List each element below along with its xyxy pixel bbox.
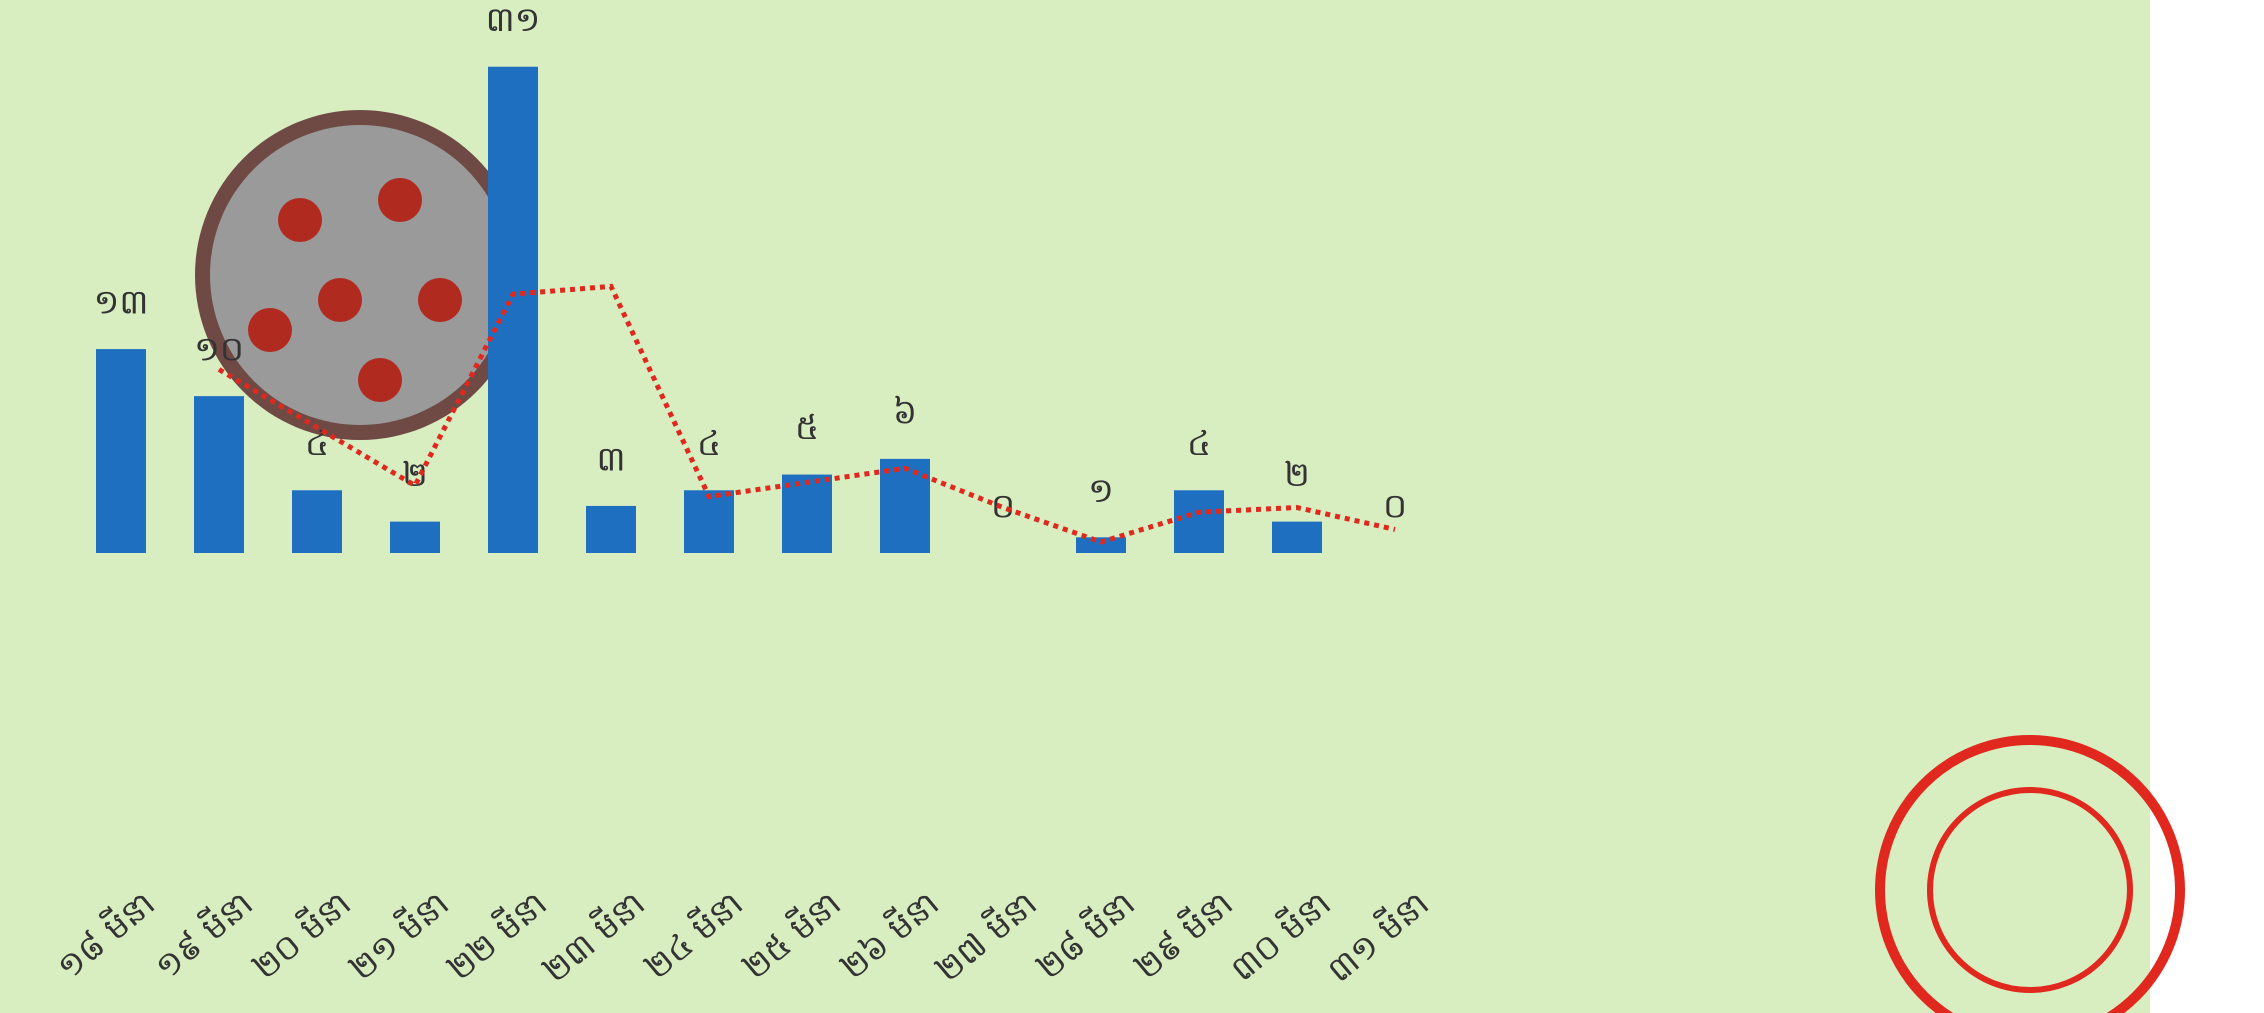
value-label: ១៣ — [94, 283, 149, 323]
value-label: ០ — [991, 487, 1015, 527]
stamp — [1875, 735, 2185, 1013]
value-label: ១០ — [194, 330, 244, 370]
value-label: ៤ — [1187, 424, 1211, 464]
bar — [880, 458, 930, 553]
bar — [1076, 537, 1126, 553]
bar — [292, 490, 342, 553]
bar — [684, 490, 734, 553]
value-label: ៤ — [697, 424, 721, 464]
bar — [96, 349, 146, 553]
bar — [586, 505, 636, 553]
value-label: ១ — [1088, 471, 1114, 511]
value-label: ៥ — [795, 408, 819, 448]
value-label: ៣១ — [486, 0, 541, 40]
value-label: ៦ — [893, 392, 917, 432]
bar — [1174, 490, 1224, 553]
bar — [390, 521, 440, 553]
bar — [782, 474, 832, 553]
virus-image — [195, 110, 525, 440]
bar — [1272, 521, 1322, 553]
value-label: ៣ — [596, 439, 625, 479]
bar — [194, 396, 244, 553]
trend-line — [217, 283, 1396, 545]
value-label: ០ — [1383, 487, 1407, 527]
value-label: ២ — [402, 455, 428, 495]
value-label: ២ — [1284, 455, 1310, 495]
bar — [488, 66, 538, 553]
